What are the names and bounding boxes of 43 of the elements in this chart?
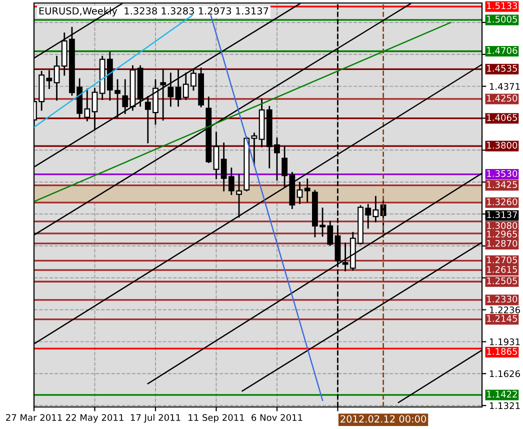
ref-line-label: 1.4706 — [487, 47, 518, 54]
ref-line-label: 1.3260 — [487, 198, 518, 206]
candlestick — [168, 72, 174, 107]
candlestick — [54, 56, 60, 101]
candlestick — [296, 182, 303, 204]
ref-line-label: 1.4250 — [487, 94, 518, 102]
candlestick — [122, 79, 128, 114]
ref-line-label: 1.1422 — [487, 390, 517, 398]
x-tick-label: 22 May 2011 — [66, 414, 124, 423]
ref-line-label: 1.2505 — [487, 277, 517, 284]
y-tick-label: 1.1321 — [490, 402, 520, 410]
y-tick-label: 1.1931 — [490, 338, 520, 346]
x-tick-label: 11 Sep 2011 — [188, 414, 244, 423]
x-tick-label: 6 Nov 2011 — [252, 414, 302, 421]
ref-line-label: 1.2330 — [487, 296, 518, 303]
ref-line-label: 1.3080 — [487, 222, 518, 229]
ref-line-label: 2012.02.12 00:00 — [340, 415, 426, 423]
ref-line-label: 1.3800 — [487, 142, 518, 149]
y-tick-label: 1.4371 — [490, 83, 520, 90]
candlestick — [175, 69, 182, 107]
ref-line-label: 1.4535 — [487, 64, 517, 72]
text: 1.3137 — [487, 211, 517, 218]
x-tick-label: 17 Jul 2011 — [130, 414, 180, 423]
ref-line-label: 1.3425 — [487, 181, 517, 188]
ref-line-label: 1.2965 — [487, 230, 517, 238]
ref-line-label: 1.1865 — [487, 348, 517, 355]
x-tick-label: 27 Mar 2011 — [6, 414, 62, 421]
ref-line-label: 1.2615 — [487, 266, 517, 273]
ref-line-label: 1.2870 — [487, 240, 518, 247]
ref-line-label: 1.4065 — [487, 114, 517, 121]
ref-line-label: 1.5005 — [487, 16, 517, 23]
y-tick-label: 1.1626 — [490, 370, 520, 378]
ref-line-label: 1.3530 — [487, 170, 518, 177]
candlestick — [304, 178, 310, 202]
ref-line-label: 1.5133 — [487, 2, 518, 10]
ref-line-label: 1.2145 — [487, 315, 517, 322]
candlestick — [372, 196, 379, 222]
candlestick — [213, 132, 220, 180]
candlestick — [160, 68, 166, 121]
y-tick-label: 1.2236 — [490, 306, 520, 314]
candlestick — [251, 132, 258, 166]
ref-line-label: 1.2705 — [487, 256, 517, 264]
candlestick — [92, 88, 98, 130]
